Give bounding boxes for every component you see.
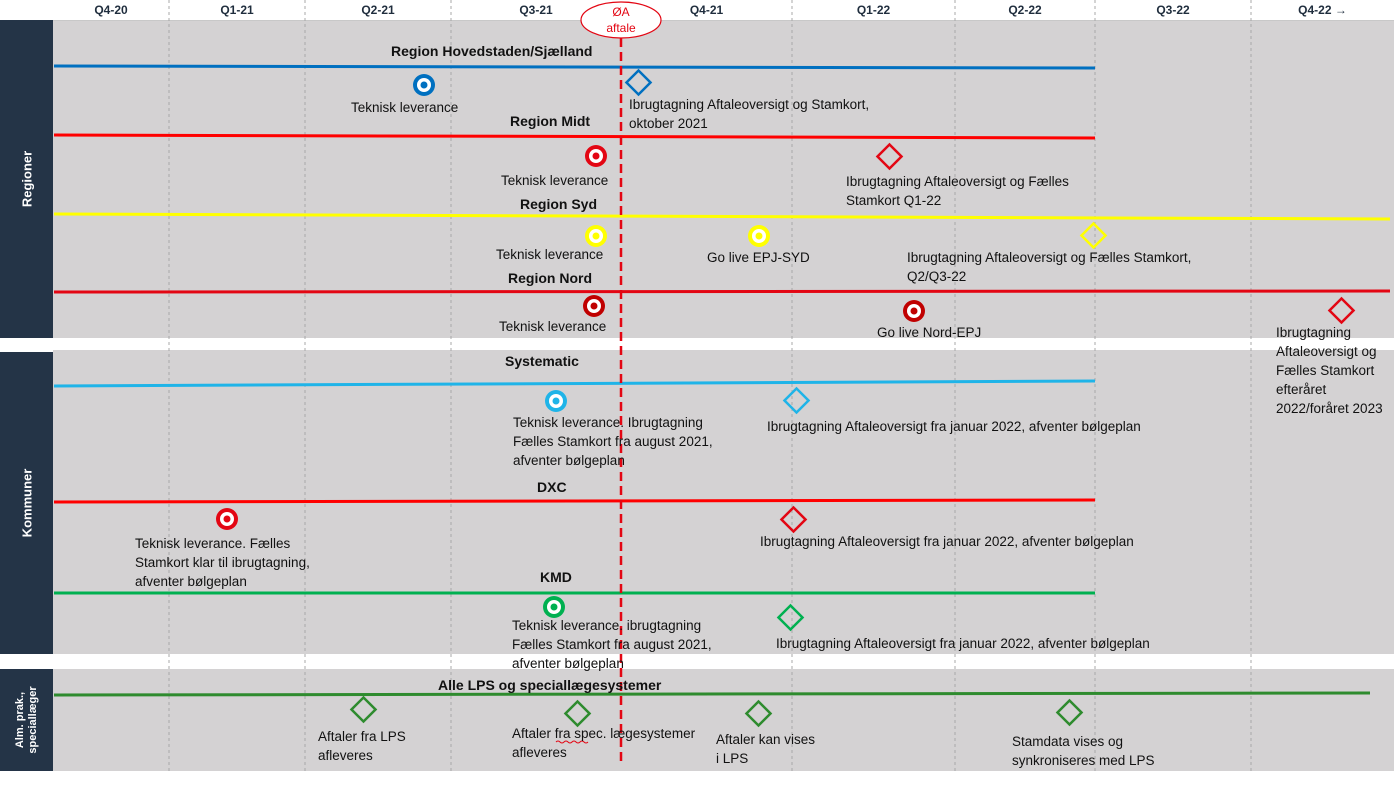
lane-line-lps (53, 691, 1371, 697)
delivery-icon (583, 295, 605, 317)
adoption-diamond-icon (875, 142, 904, 171)
adoption-diamond-icon (624, 68, 653, 97)
lane-title-syd: Region Syd (520, 196, 598, 212)
quarter-label: Q4-21 (689, 3, 724, 17)
golive-icon (903, 300, 925, 322)
quarter-label: Q3-22 (1156, 3, 1190, 17)
quarter-label: Q1-21 (220, 3, 254, 17)
quarter-label: Q2-21 (361, 3, 395, 17)
golive-icon (748, 225, 770, 247)
lane-line-dxc (53, 498, 1096, 504)
quarter-label: Q2-22 (1008, 3, 1042, 17)
lps-diamond-icon (744, 699, 773, 728)
milestone-label-1: ØA (612, 5, 629, 19)
hovedstaden-adoption-label: Ibrugtagning Aftaleoversigt og Stamkort,… (629, 97, 870, 131)
syd-golive-label: Go live EPJ-SYD (707, 250, 810, 265)
lane-line-hovedstaden (53, 64, 1096, 70)
lps-diamond-icon (563, 699, 592, 728)
lps-milestone-3-label: Aftaler kan vises i LPS (716, 732, 816, 766)
hovedstaden-tech-label: Teknisk leverance (351, 100, 459, 115)
delivery-icon (543, 596, 565, 618)
lps-milestone-4-label: Stamdata vises og synkroniseres med LPS (1012, 734, 1155, 768)
lps-milestone-1-label: Aftaler fra LPS afleveres (318, 729, 406, 763)
syd-adoption-label: Ibrugtagning Aftaleoversigt og Fælles St… (907, 250, 1192, 284)
band-alm-prak (53, 669, 1394, 771)
nord-adoption-label: Ibrugtagning Aftaleoversigt og Fælles St… (1276, 325, 1383, 416)
syd-tech-label: Teknisk leverance (496, 247, 604, 262)
lane-line-systematic (53, 379, 1096, 388)
lane-title-nord: Region Nord (508, 270, 592, 286)
midt-tech-label: Teknisk leverance (501, 173, 609, 188)
quarter-label: Q4-20 (94, 3, 128, 17)
systematic-tech-label: Teknisk leverance. Ibrugtagning Fælles S… (513, 415, 713, 468)
band-regioner (53, 20, 1394, 338)
lane-title-midt: Region Midt (510, 113, 591, 129)
spellcheck-underline (555, 740, 589, 744)
adoption-diamond-icon (1079, 221, 1108, 250)
systematic-adoption-label: Ibrugtagning Aftaleoversigt fra januar 2… (767, 419, 1141, 434)
lane-title-hovedstaden: Region Hovedstaden/Sjælland (391, 43, 593, 59)
quarter-label: Q1-22 (856, 3, 891, 17)
lps-diamond-icon (1055, 698, 1084, 727)
nord-tech-label: Teknisk leverance (499, 319, 607, 334)
lane-title-lps: Alle LPS og speciallægesystemer (438, 677, 662, 693)
midt-adoption-label: Ibrugtagning Aftaleoversigt og Fælles St… (846, 174, 1069, 208)
adoption-diamond-icon (782, 386, 811, 415)
dxc-tech-label: Teknisk leverance. Fælles Stamkort klar … (135, 536, 310, 589)
lps-milestone-2-label: Aftaler fra spec. lægesystemer afleveres (512, 726, 696, 760)
kmd-adoption-label: Ibrugtagning Aftaleoversigt fra januar 2… (776, 636, 1150, 651)
lps-diamond-icon (349, 695, 378, 724)
delivery-icon (585, 145, 607, 167)
delivery-icon (585, 225, 607, 247)
lane-line-syd (53, 212, 1391, 221)
section-regioner: Regioner (0, 20, 53, 338)
section-alm-prak: Alm. prak., speciallæger (0, 669, 53, 771)
nord-golive-label: Go live Nord-EPJ (877, 325, 982, 340)
adoption-diamond-icon (776, 603, 805, 632)
delivery-icon (216, 508, 238, 530)
delivery-icon (413, 74, 435, 96)
lane-line-midt (53, 133, 1096, 140)
timeline-header: Q4-20 Q1-21 Q2-21 Q3-21 Q4-21 Q1-22 Q2-2… (53, 0, 1394, 21)
quarter-label: Q4-22 → (1298, 3, 1347, 17)
dxc-adoption-label: Ibrugtagning Aftaleoversigt fra januar 2… (760, 534, 1134, 549)
kmd-tech-label: Teknisk leverance. ibrugtagning Fælles S… (512, 618, 712, 671)
lane-title-dxc: DXC (537, 479, 567, 495)
delivery-icon (545, 390, 567, 412)
milestone-label-2: aftale (606, 21, 636, 35)
adoption-diamond-icon (1327, 296, 1356, 325)
lane-line-nord (53, 289, 1391, 294)
lane-title-systematic: Systematic (505, 353, 579, 369)
quarter-label: Q3-21 (519, 3, 553, 17)
section-kommuner: Kommuner (0, 352, 53, 654)
lane-title-kmd: KMD (540, 569, 572, 585)
milestone-badge (580, 1, 662, 39)
adoption-diamond-icon (779, 505, 808, 534)
